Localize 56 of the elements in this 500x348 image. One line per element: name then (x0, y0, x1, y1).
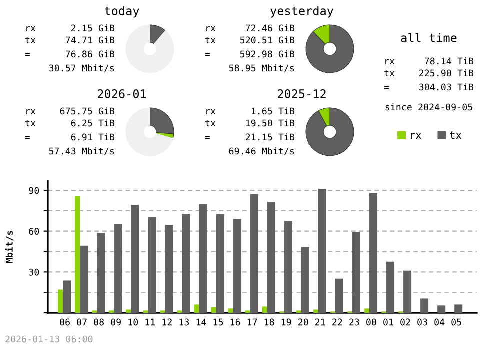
text: 2026-01-13 06:00 (6, 336, 93, 343)
text: 30.57 Mbit/s (49, 64, 114, 72)
x-tick-label: 22 (332, 318, 342, 326)
y-tick-label: 60 (29, 228, 40, 235)
text: rx 1.65 TiB (206, 108, 295, 115)
chart-title: 2026-01 (98, 90, 146, 98)
y-axis-title: Mbit/s (5, 231, 14, 264)
chart-title: yesterday (270, 6, 334, 18)
x-tick-label: 04 (434, 318, 445, 326)
text: = 304.03 TiB (384, 84, 474, 91)
x-tick-label: 01 (384, 318, 394, 326)
x-tick-label: 06 (60, 318, 70, 326)
x-tick-label: 23 (350, 318, 360, 326)
legend-label: tx (450, 132, 462, 140)
x-tick-label: 21 (316, 318, 326, 326)
x-tick-label: 00 (366, 318, 376, 326)
x-tick-label: 15 (214, 318, 224, 326)
x-tick-label: 11 (146, 318, 156, 326)
text: 58.95 Mbit/s (229, 64, 294, 72)
x-tick-label: 20 (298, 318, 308, 326)
text: rx 2.15 GiB (26, 24, 115, 32)
y-tick-label: 90 (29, 187, 40, 194)
x-tick-label: 19 (282, 318, 292, 326)
text: rx 72.46 GiB (206, 24, 295, 32)
text: = 21.15 TiB (205, 134, 295, 141)
text: tx 74.71 GiB (26, 36, 115, 44)
text: = 592.98 GiB (205, 50, 295, 58)
x-tick-label: 13 (180, 318, 190, 326)
x-tick-label: 12 (162, 318, 172, 326)
x-tick-label: 16 (230, 318, 240, 326)
text: rx 675.75 GiB (26, 108, 115, 115)
text: tx 19.50 TiB (206, 120, 295, 127)
x-tick-label: 05 (452, 318, 462, 326)
x-tick-label: 08 (94, 318, 104, 326)
text: = 76.86 GiB (25, 50, 115, 58)
text: = 6.91 TiB (25, 134, 115, 141)
legend-label: rx (411, 133, 422, 140)
x-tick-label: 10 (128, 318, 138, 326)
text: 57.43 Mbit/s (49, 148, 114, 156)
text: rx 78.14 TiB (386, 58, 474, 65)
text: all time (401, 33, 457, 42)
x-tick-label: 07 (77, 318, 87, 326)
chart-title: today (104, 6, 140, 18)
x-tick-label: 03 (418, 318, 428, 326)
text: tx 520.51 GiB (206, 36, 295, 44)
x-tick-label: 17 (248, 318, 258, 326)
y-tick-label: 30 (29, 268, 40, 276)
text: 69.46 Mbit/s (229, 148, 294, 156)
chart-title: 2025-12 (278, 90, 326, 98)
x-tick-label: 14 (196, 318, 206, 326)
x-tick-label: 18 (264, 318, 274, 326)
x-tick-label: 02 (400, 318, 410, 326)
text: tx 6.25 TiB (26, 120, 115, 127)
text: tx 225.90 TiB (384, 70, 474, 77)
x-tick-label: 09 (111, 318, 121, 326)
text: since 2024-09-05 (386, 104, 472, 111)
